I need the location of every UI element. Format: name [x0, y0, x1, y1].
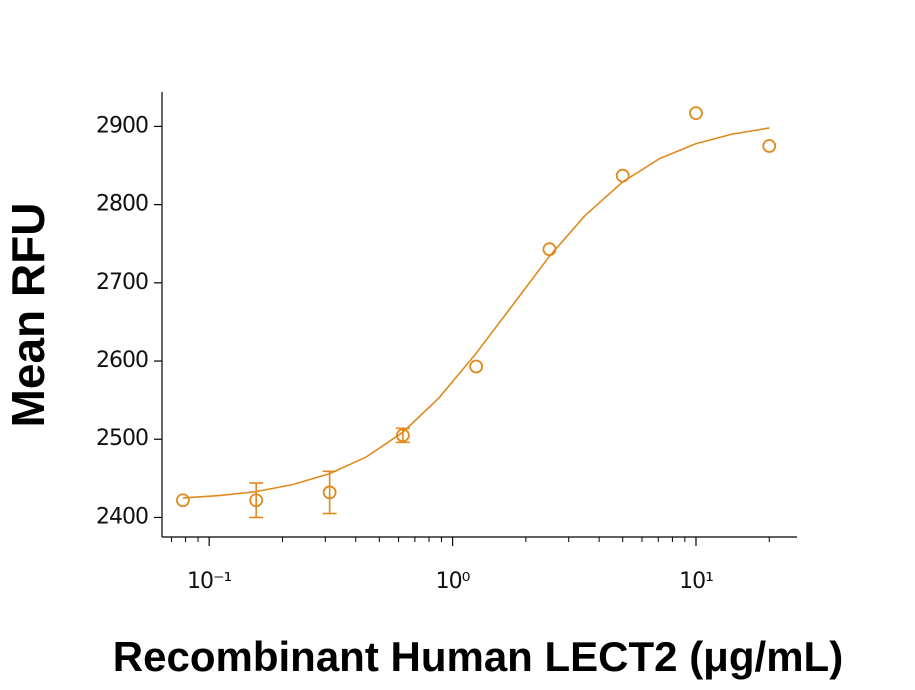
y-axis-label: Mean RFU: [2, 203, 54, 428]
y-tick-label: 2700: [96, 270, 148, 295]
data-point: [469, 359, 484, 374]
error-bar: [322, 470, 337, 515]
error-bar: [249, 482, 264, 519]
data-point: [322, 485, 337, 500]
x-tick-label: 10⁰: [436, 569, 471, 594]
x-tick-label: 10⁻¹: [187, 569, 232, 594]
x-tick-label: 10¹: [679, 569, 713, 594]
x-axis-label: Recombinant Human LECT2 (μg/mL): [113, 633, 843, 680]
data-point: [542, 242, 557, 257]
y-tick-label: 2500: [96, 426, 148, 451]
data-point: [176, 493, 190, 508]
y-tick-label: 2400: [96, 504, 148, 529]
y-tick-label: 2900: [96, 113, 148, 138]
y-tick-label: 2800: [96, 192, 148, 217]
fit-curve: [182, 127, 770, 499]
data-point: [689, 106, 703, 121]
data-point: [249, 493, 264, 508]
y-tick-label: 2600: [96, 348, 148, 373]
data-point: [762, 139, 777, 153]
